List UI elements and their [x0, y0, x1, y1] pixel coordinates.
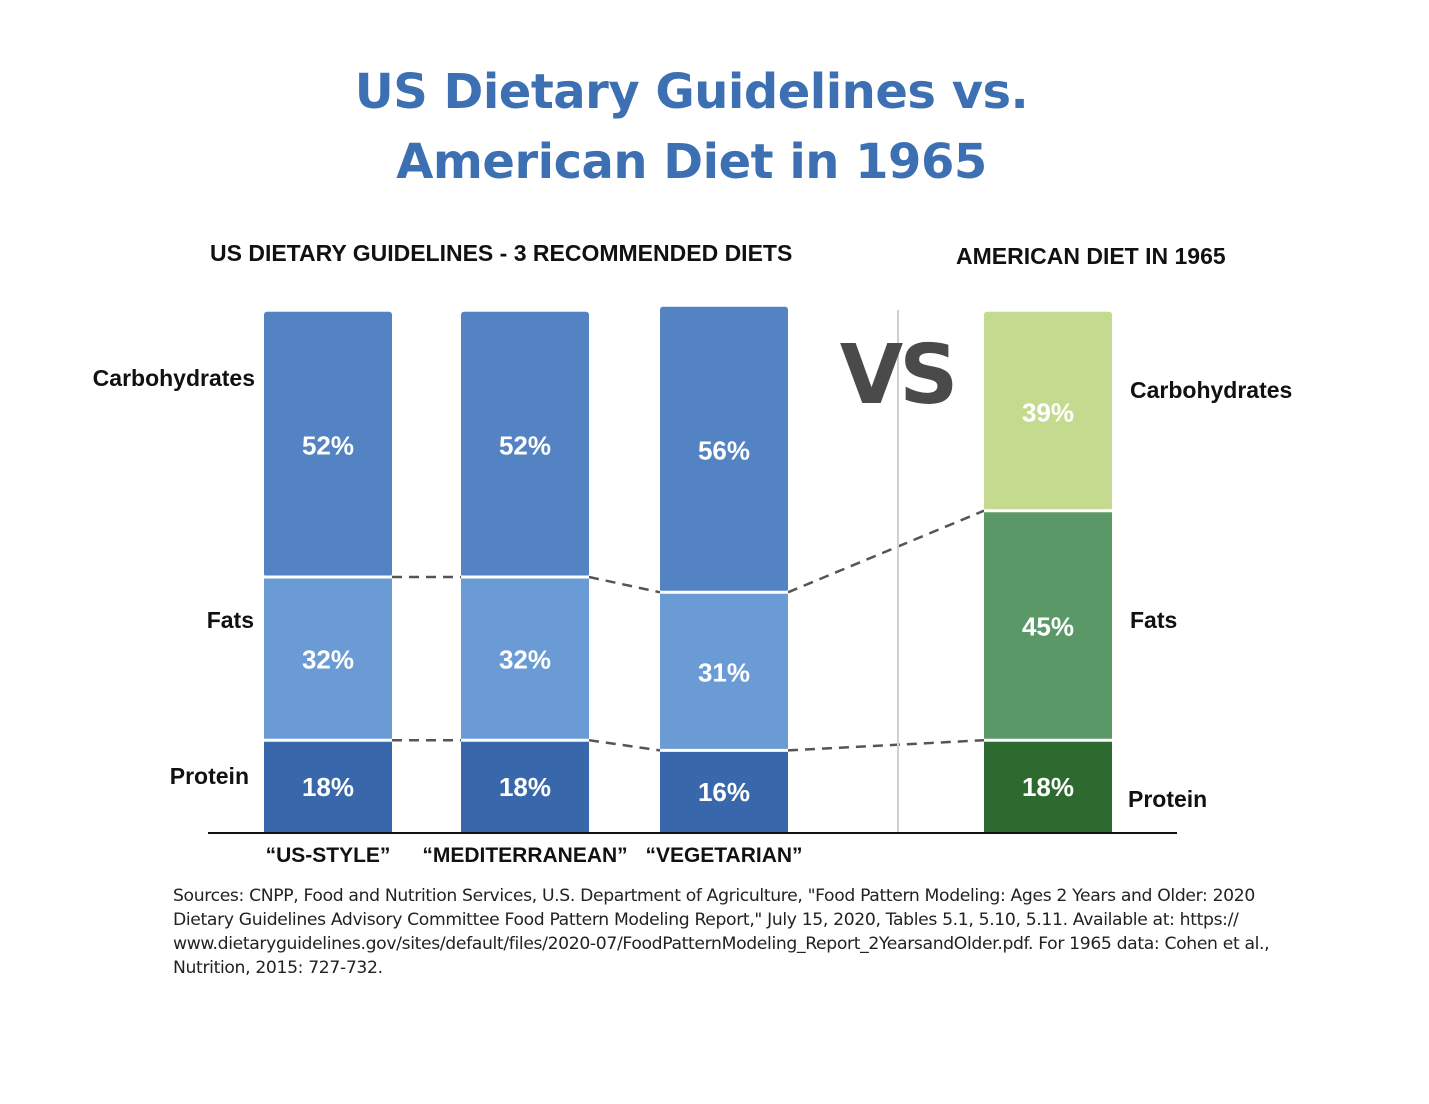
connector-line [588, 738, 661, 752]
value-label-protein: 18% [302, 772, 354, 802]
bar-segment-fats [660, 592, 788, 751]
connector-line [588, 575, 661, 594]
bar-segment-carbohydrates [461, 311, 589, 577]
row-label-left-carbohydrates: Carbohydrates [93, 365, 255, 391]
category-labels: “US-STYLE” “MEDITERRANEAN” “VEGETARIAN” [266, 844, 803, 867]
value-label-carbohydrates: 52% [302, 430, 354, 460]
value-label-protein: 18% [499, 772, 551, 802]
row-label-right-protein: Protein [1128, 786, 1207, 812]
row-label-right-carbohydrates: Carbohydrates [1130, 377, 1292, 403]
diet-1965-section-heading: AMERICAN DIET IN 1965 [956, 243, 1226, 269]
value-label-protein: 16% [698, 777, 750, 807]
chart-title-line-2: American Diet in 1965 [396, 134, 987, 190]
value-label-fats: 32% [499, 645, 551, 675]
bar-segment-carbohydrates [264, 311, 392, 577]
row-label-left-protein: Protein [170, 763, 249, 789]
bar-segment-carbohydrates [984, 311, 1112, 511]
value-labels: 18% 32% 52% 18% 32% 52% 16% 31% 56% 18% 45% 39% [302, 397, 1074, 807]
value-label-fats: 32% [302, 645, 354, 675]
row-label-left-fats: Fats [207, 607, 254, 633]
value-label-protein: 18% [1022, 772, 1074, 802]
chart-title-line-1: US Dietary Guidelines vs. [354, 64, 1029, 120]
guidelines-section-heading: US DIETARY GUIDELINES - 3 RECOMMENDED DI… [210, 240, 793, 266]
bar-segment-protein [984, 740, 1112, 832]
bar-segment-protein [264, 740, 392, 832]
row-labels: Carbohydrates Fats Protein Carbohydrates Fat… [93, 365, 1293, 812]
bar-segment-protein [660, 750, 788, 832]
category-label: “US-STYLE” [266, 844, 391, 867]
connector-line [787, 738, 985, 752]
bar-segment-fats [264, 577, 392, 741]
bar-segment-fats [461, 577, 589, 741]
bar-segment-carbohydrates [660, 306, 788, 593]
sources-footnote: Sources: CNPP, Food and Nutrition Servic… [173, 886, 1270, 978]
value-label-carbohydrates: 56% [698, 436, 750, 466]
category-label: “MEDITERRANEAN” [422, 844, 627, 867]
connector-line [787, 509, 985, 594]
bar-segment-fats [984, 510, 1112, 741]
row-label-right-fats: Fats [1130, 607, 1177, 633]
value-label-carbohydrates: 39% [1022, 397, 1074, 427]
connector-lines [392, 509, 985, 752]
value-label-carbohydrates: 52% [499, 430, 551, 460]
value-label-fats: 31% [698, 657, 750, 687]
vs-label: VS [840, 328, 955, 423]
bars [264, 306, 1112, 832]
category-label: “VEGETARIAN” [645, 844, 802, 867]
bar-segment-protein [461, 740, 589, 832]
value-label-fats: 45% [1022, 611, 1074, 641]
